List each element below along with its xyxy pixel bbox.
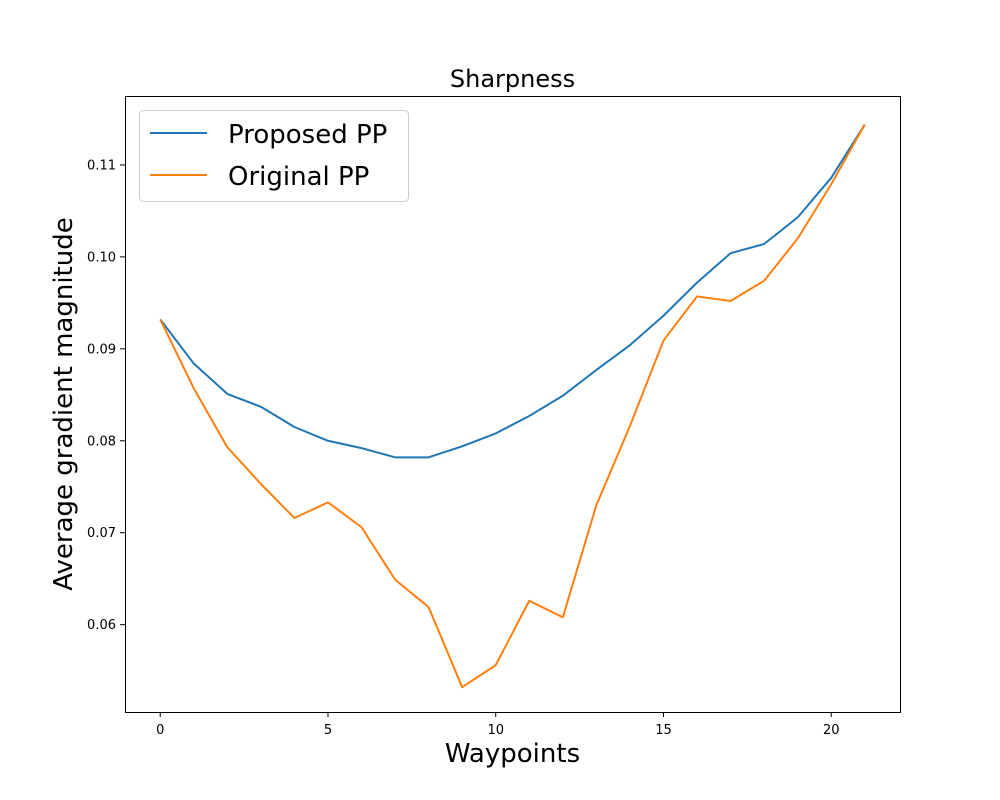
plot-frame [125, 96, 901, 713]
legend: Proposed PP Original PP [139, 110, 409, 202]
x-tick-label: 20 [823, 723, 840, 738]
series-lines [159, 123, 866, 689]
legend-label-proposed-pp: Proposed PP [228, 120, 387, 150]
y-tick-label: 0.11 [87, 158, 116, 173]
series-line-proposed-pp [159, 123, 866, 459]
series-line-original-pp [159, 124, 866, 689]
y-tick-label: 0.09 [87, 342, 116, 357]
y-axis-title: Average gradient magnitude [49, 217, 79, 590]
x-tick-label: 10 [487, 723, 504, 738]
x-tick-label: 0 [156, 723, 164, 738]
x-tick-label: 15 [655, 723, 672, 738]
y-tick-label: 0.07 [87, 526, 116, 541]
x-tick-label: 5 [324, 723, 332, 738]
legend-label-original-pp: Original PP [228, 162, 369, 192]
y-tick-label: 0.08 [87, 434, 116, 449]
x-axis-title: Waypoints [445, 739, 580, 769]
y-tick-label: 0.10 [87, 250, 116, 265]
y-tick-label: 0.06 [87, 618, 116, 633]
y-axis-ticks: 0.06 0.07 0.08 0.09 0.10 0.11 [87, 158, 125, 633]
x-axis-ticks: 0 5 10 15 20 [156, 712, 839, 738]
chart-title: Sharpness [450, 65, 575, 93]
